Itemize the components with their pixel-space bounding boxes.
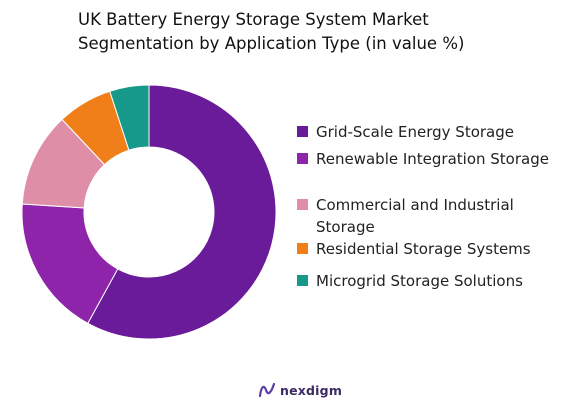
legend-item: Microgrid Storage Solutions (297, 270, 571, 292)
legend-label: Grid-Scale Energy Storage (316, 123, 514, 141)
legend-label: Residential Storage Systems (316, 240, 531, 258)
chart-title: UK Battery Energy Storage System Market … (78, 10, 465, 53)
donut-chart (21, 84, 277, 340)
legend-swatch (297, 199, 308, 210)
donut-slice-microgrid-storage-solutions (109, 84, 150, 151)
legend-swatch (297, 243, 308, 254)
donut-slice-renewable-integration-storage (21, 203, 119, 324)
legend-label: Renewable Integration Storage (316, 150, 549, 168)
donut-slice-grid-scale-energy-storage (87, 84, 277, 340)
legend-item: Residential Storage Systems (297, 238, 571, 260)
legend-label: Microgrid Storage Solutions (316, 272, 523, 290)
legend-swatch (297, 153, 308, 164)
logo-text: nexdigm (280, 382, 343, 398)
legend-label: Commercial and Industrial Storage (316, 196, 514, 236)
legend-item: Commercial and Industrial Storage (297, 194, 571, 238)
legend-swatch (297, 275, 308, 286)
legend-item: Renewable Integration Storage (297, 148, 571, 170)
legend-item: Grid-Scale Energy Storage (297, 121, 571, 143)
nexdigm-logo: nexdigm (258, 381, 342, 399)
legend-swatch (297, 126, 308, 137)
nexdigm-logo-icon (258, 382, 276, 398)
